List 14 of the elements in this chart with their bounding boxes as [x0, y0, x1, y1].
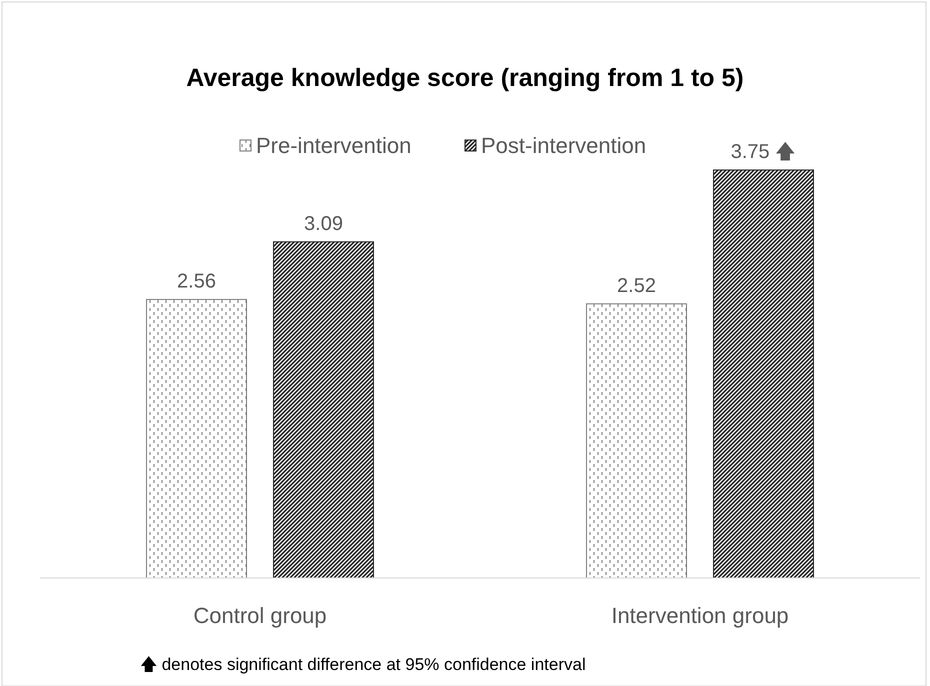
bar: [713, 170, 814, 578]
legend-label: Pre-intervention: [256, 133, 412, 158]
x-tick-label: Control group: [193, 603, 327, 628]
bar: [146, 298, 247, 578]
data-label: 3.09: [304, 212, 343, 235]
x-tick-label: Intervention group: [611, 603, 789, 628]
bar: [273, 241, 374, 578]
data-label: 2.52: [617, 274, 656, 297]
bar: [586, 303, 687, 578]
data-label: 2.56: [177, 270, 216, 292]
data-label: 3.75 🡅: [730, 141, 796, 163]
legend-label: Post-intervention: [481, 133, 646, 158]
chart-title: Average knowledge score (ranging from 1 to 5): [186, 64, 744, 92]
text: 🡅 denotes significant difference at 95% confidence interval: [140, 655, 586, 674]
